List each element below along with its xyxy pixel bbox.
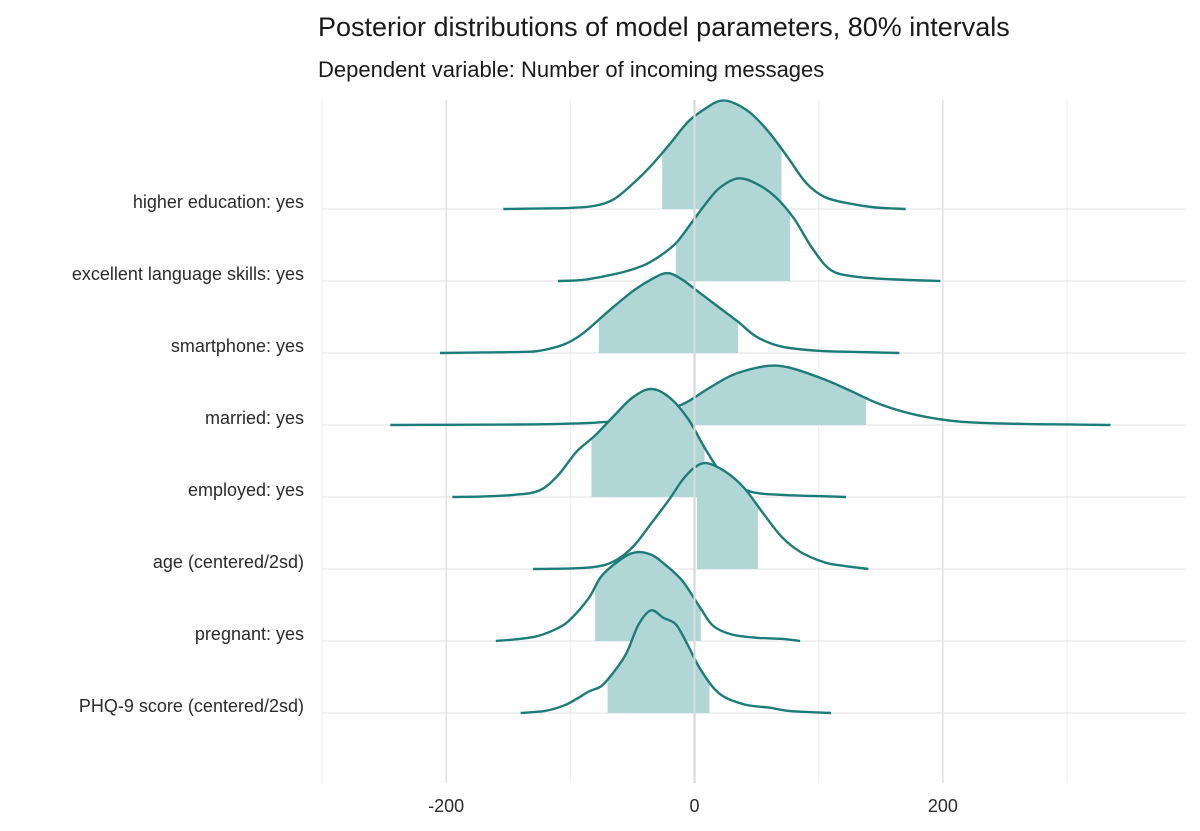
y-axis-labels: higher education: yes excellent language … — [72, 192, 304, 716]
ridge-layer — [390, 99, 1111, 715]
parameter-label: age (centered/2sd) — [153, 552, 304, 572]
density-curve — [452, 387, 847, 499]
density-curve — [520, 609, 832, 715]
interval-fill — [591, 389, 705, 497]
parameter-label: excellent language skills: yes — [72, 264, 304, 284]
density-curve — [390, 364, 1111, 427]
x-tick-label: -200 — [428, 796, 464, 816]
density-curve — [557, 177, 941, 283]
density-curve — [495, 550, 801, 643]
chart-subtitle: Dependent variable: Number of incoming m… — [318, 57, 825, 82]
parameter-label: PHQ-9 score (centered/2sd) — [79, 696, 304, 716]
parameter-label: pregnant: yes — [195, 624, 304, 644]
interval-fill — [595, 552, 701, 641]
interval-fill — [607, 610, 710, 713]
x-tick-label: 200 — [928, 796, 958, 816]
interval-fill — [697, 463, 758, 569]
interval-fill — [598, 273, 738, 353]
interval-fill — [682, 365, 866, 425]
parameter-label: smartphone: yes — [171, 336, 304, 356]
density-curve — [503, 99, 906, 211]
density-curve — [439, 271, 900, 355]
parameter-label: higher education: yes — [133, 192, 304, 212]
chart-title: Posterior distributions of model paramet… — [318, 12, 1010, 42]
density-curve — [533, 461, 869, 571]
x-axis-ticks: -200 0 200 — [428, 796, 958, 816]
x-tick-label: 0 — [690, 796, 700, 816]
interval-fill — [675, 178, 791, 281]
parameter-label: married: yes — [205, 408, 304, 428]
parameter-label: employed: yes — [188, 480, 304, 500]
